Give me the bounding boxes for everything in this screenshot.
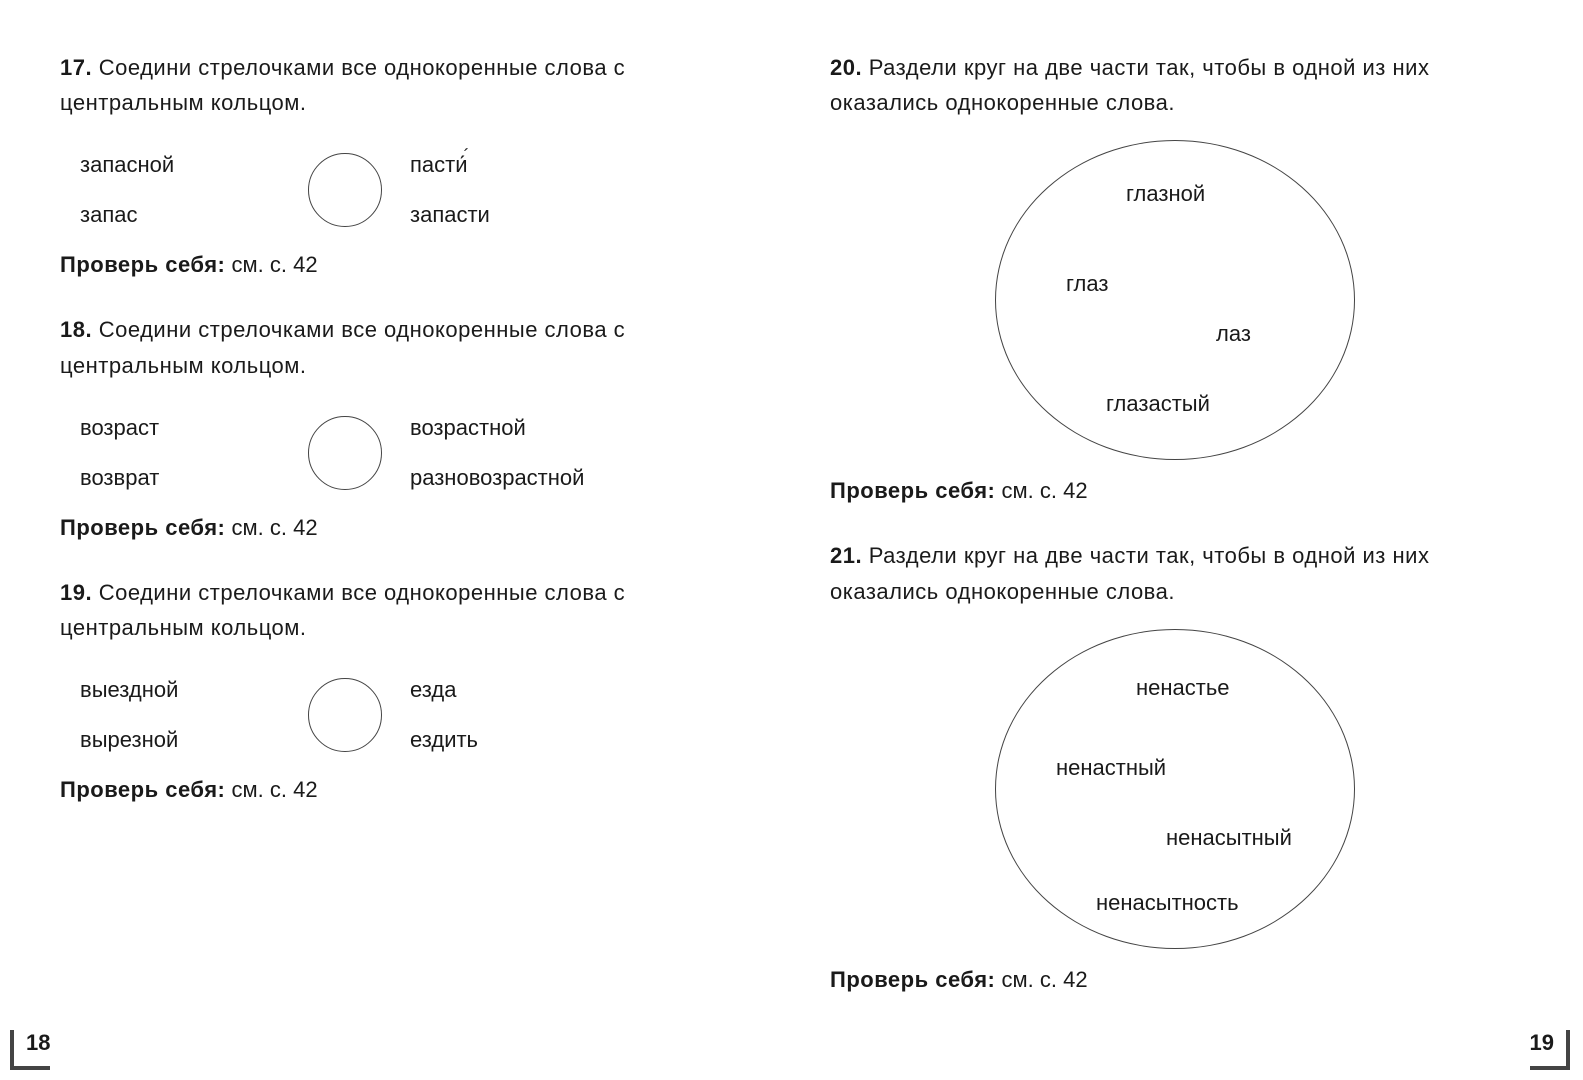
task-number: 20.	[830, 55, 862, 80]
page-right: 20. Раздели круг на две части так, чтобы…	[790, 0, 1580, 1080]
word-br: запасти	[410, 202, 670, 228]
task-18: 18. Соедини стрелочками все однокоренные…	[60, 312, 730, 540]
word-tl: запасной	[80, 152, 280, 178]
center-ring-cell	[280, 416, 410, 490]
center-ring	[308, 416, 382, 490]
task-prompt: 21. Раздели круг на две части так, чтобы…	[830, 538, 1520, 608]
check-ref: см. с. 42	[232, 252, 318, 277]
task-20: 20. Раздели круг на две части так, чтобы…	[830, 50, 1520, 504]
big-circle: глазной глаз лаз глазастый	[995, 140, 1355, 460]
check-label: Проверь себя:	[60, 515, 225, 540]
word-tr: возрастной	[410, 415, 670, 441]
task-text: Соедини стрелочками все однокоренные сло…	[60, 55, 625, 115]
task-number: 18.	[60, 317, 92, 342]
connect-grid: запасной пасти́ запас запасти	[80, 140, 730, 240]
word-tr: пасти́	[410, 152, 670, 178]
big-circle: ненастье ненастный ненасытный ненасытность	[995, 629, 1355, 949]
connect-grid: возраст возрастной возврат разновозрастн…	[80, 403, 730, 503]
check-ref: см. с. 42	[232, 777, 318, 802]
circle-word: лаз	[1216, 321, 1251, 347]
center-ring-cell	[280, 153, 410, 227]
page-left: 17. Соедини стрелочками все однокоренные…	[0, 0, 780, 1080]
corner-mark-icon	[1528, 1028, 1570, 1070]
check-yourself: Проверь себя: см. с. 42	[830, 478, 1520, 504]
check-ref: см. с. 42	[1002, 967, 1088, 992]
task-prompt: 20. Раздели круг на две части так, чтобы…	[830, 50, 1520, 120]
connect-grid: выездной езда вырезной ездить	[80, 665, 730, 765]
task-number: 19.	[60, 580, 92, 605]
word-bl: вырезной	[80, 727, 280, 753]
check-label: Проверь себя:	[830, 967, 995, 992]
word-bl: запас	[80, 202, 280, 228]
circle-word: ненасытность	[1096, 890, 1239, 916]
center-ring	[308, 153, 382, 227]
word-tl: возраст	[80, 415, 280, 441]
check-label: Проверь себя:	[830, 478, 995, 503]
word-tl: выездной	[80, 677, 280, 703]
word-br: ездить	[410, 727, 670, 753]
task-text: Соедини стрелочками все однокоренные сло…	[60, 580, 625, 640]
task-21: 21. Раздели круг на две части так, чтобы…	[830, 538, 1520, 992]
task-text: Соедини стрелочками все однокоренные сло…	[60, 317, 625, 377]
task-prompt: 17. Соедини стрелочками все однокоренные…	[60, 50, 730, 120]
circle-word: ненастье	[1136, 675, 1230, 701]
center-ring	[308, 678, 382, 752]
check-ref: см. с. 42	[232, 515, 318, 540]
task-prompt: 18. Соедини стрелочками все однокоренные…	[60, 312, 730, 382]
check-label: Проверь себя:	[60, 777, 225, 802]
big-circle-wrap: глазной глаз лаз глазастый	[830, 140, 1520, 460]
center-ring-cell	[280, 678, 410, 752]
task-number: 21.	[830, 543, 862, 568]
word-bl: возврат	[80, 465, 280, 491]
check-yourself: Проверь себя: см. с. 42	[60, 515, 730, 541]
circle-word: глазной	[1126, 181, 1205, 207]
circle-word: глаз	[1066, 271, 1108, 297]
corner-mark-icon	[10, 1028, 52, 1070]
check-yourself: Проверь себя: см. с. 42	[60, 777, 730, 803]
check-label: Проверь себя:	[60, 252, 225, 277]
task-text: Раздели круг на две части так, чтобы в о…	[830, 543, 1429, 603]
circle-word: ненастный	[1056, 755, 1166, 781]
task-number: 17.	[60, 55, 92, 80]
word-tr: езда	[410, 677, 670, 703]
task-prompt: 19. Соедини стрелочками все однокоренные…	[60, 575, 730, 645]
check-ref: см. с. 42	[1002, 478, 1088, 503]
word-br: разновозрастной	[410, 465, 670, 491]
circle-word: глазастый	[1106, 391, 1210, 417]
task-19: 19. Соедини стрелочками все однокоренные…	[60, 575, 730, 803]
task-text: Раздели круг на две части так, чтобы в о…	[830, 55, 1429, 115]
big-circle-wrap: ненастье ненастный ненасытный ненасытность	[830, 629, 1520, 949]
circle-word: ненасытный	[1166, 825, 1292, 851]
check-yourself: Проверь себя: см. с. 42	[830, 967, 1520, 993]
task-17: 17. Соедини стрелочками все однокоренные…	[60, 50, 730, 278]
check-yourself: Проверь себя: см. с. 42	[60, 252, 730, 278]
